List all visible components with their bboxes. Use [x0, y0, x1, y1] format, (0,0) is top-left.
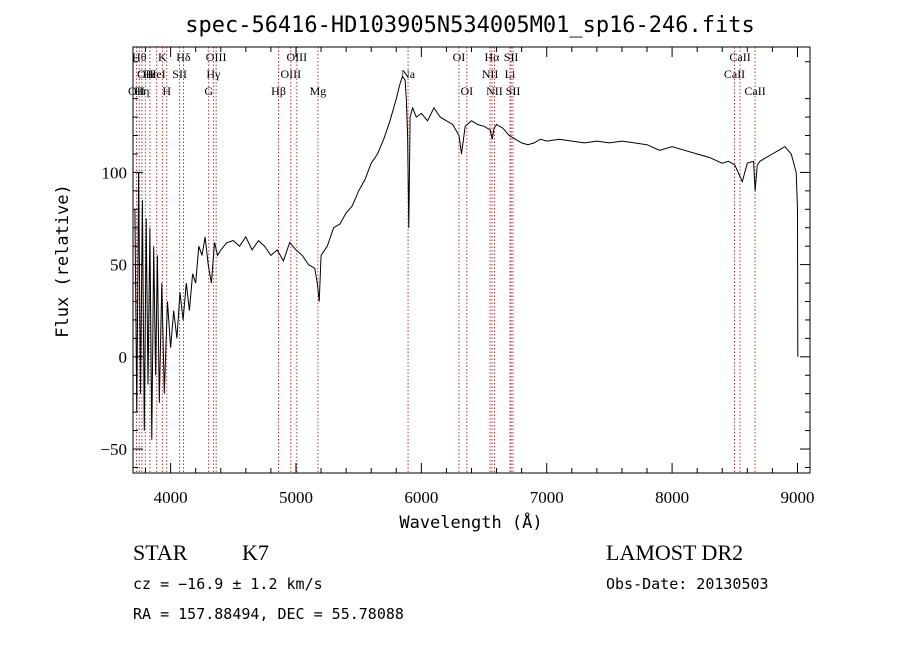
object-class: STAR [133, 540, 188, 565]
spectral-line-label: OI [461, 84, 474, 98]
y-tick-label: 0 [119, 348, 128, 367]
spectral-line-label: K [158, 50, 167, 64]
spectral-line-label: NII [482, 67, 499, 81]
spectral-line-label: CaII [724, 67, 745, 81]
y-tick-label: −50 [100, 440, 127, 459]
spectral-line-label: SII [172, 67, 187, 81]
spectral-line-label: Hη [134, 84, 149, 98]
spectral-line-label: Hγ [206, 67, 221, 81]
spectral-line-label: G [204, 84, 213, 98]
coordinates-text: RA = 157.88494, DEC = 55.78088 [133, 605, 404, 623]
spectral-line-label: SII [504, 50, 519, 64]
spectral-line-label: Mg [310, 84, 327, 98]
spectral-line-label: H [162, 84, 171, 98]
x-tick-label: 6000 [404, 488, 438, 507]
obs-date-text: Obs-Date: 20130503 [606, 575, 769, 593]
y-axis-label: Flux (relative) [53, 184, 73, 338]
spectral-line-label: Li [505, 67, 516, 81]
redshift-text: cz = −16.9 ± 1.2 km/s [133, 575, 323, 593]
y-tick-label: 50 [110, 256, 127, 275]
spectral-line-label: CaII [744, 84, 765, 98]
spectral-line-label: OIII [287, 50, 308, 64]
spectral-line-label: CaII [729, 50, 750, 64]
spectrum-line [134, 75, 799, 440]
y-tick-label: 100 [102, 163, 128, 182]
x-tick-label: 9000 [780, 488, 814, 507]
spectral-line-label: Na [401, 67, 416, 81]
spectral-line-label: Hα [484, 50, 500, 64]
spectral-line-label: OIII [281, 67, 302, 81]
survey-name: LAMOST DR2 [606, 540, 743, 565]
spectral-line-label: Hβ [271, 84, 286, 98]
x-axis-label: Wavelength (Å) [399, 511, 542, 533]
spectral-line-label: Hθ [132, 50, 147, 64]
object-subclass: K7 [242, 540, 269, 565]
x-tick-label: 8000 [655, 488, 689, 507]
spectral-line-label: SII [506, 84, 521, 98]
chart-title: spec-56416-HD103905N534005M01_sp16-246.f… [185, 13, 755, 38]
plot-frame [132, 46, 811, 474]
spectral-line-label: Hδ [176, 50, 191, 64]
x-tick-label: 5000 [279, 488, 313, 507]
spectral-line-label: NII [486, 84, 503, 98]
spectral-line-label: OI [453, 50, 466, 64]
spectral-line-label: OII [137, 67, 154, 81]
spectral-line-label: Hε [143, 67, 157, 81]
spectral-line-label: OIII [206, 50, 227, 64]
spectral-line-label: HeI [148, 67, 166, 81]
x-tick-label: 7000 [530, 488, 564, 507]
x-tick-label: 4000 [154, 488, 188, 507]
spectral-line-label: OII [128, 84, 145, 98]
